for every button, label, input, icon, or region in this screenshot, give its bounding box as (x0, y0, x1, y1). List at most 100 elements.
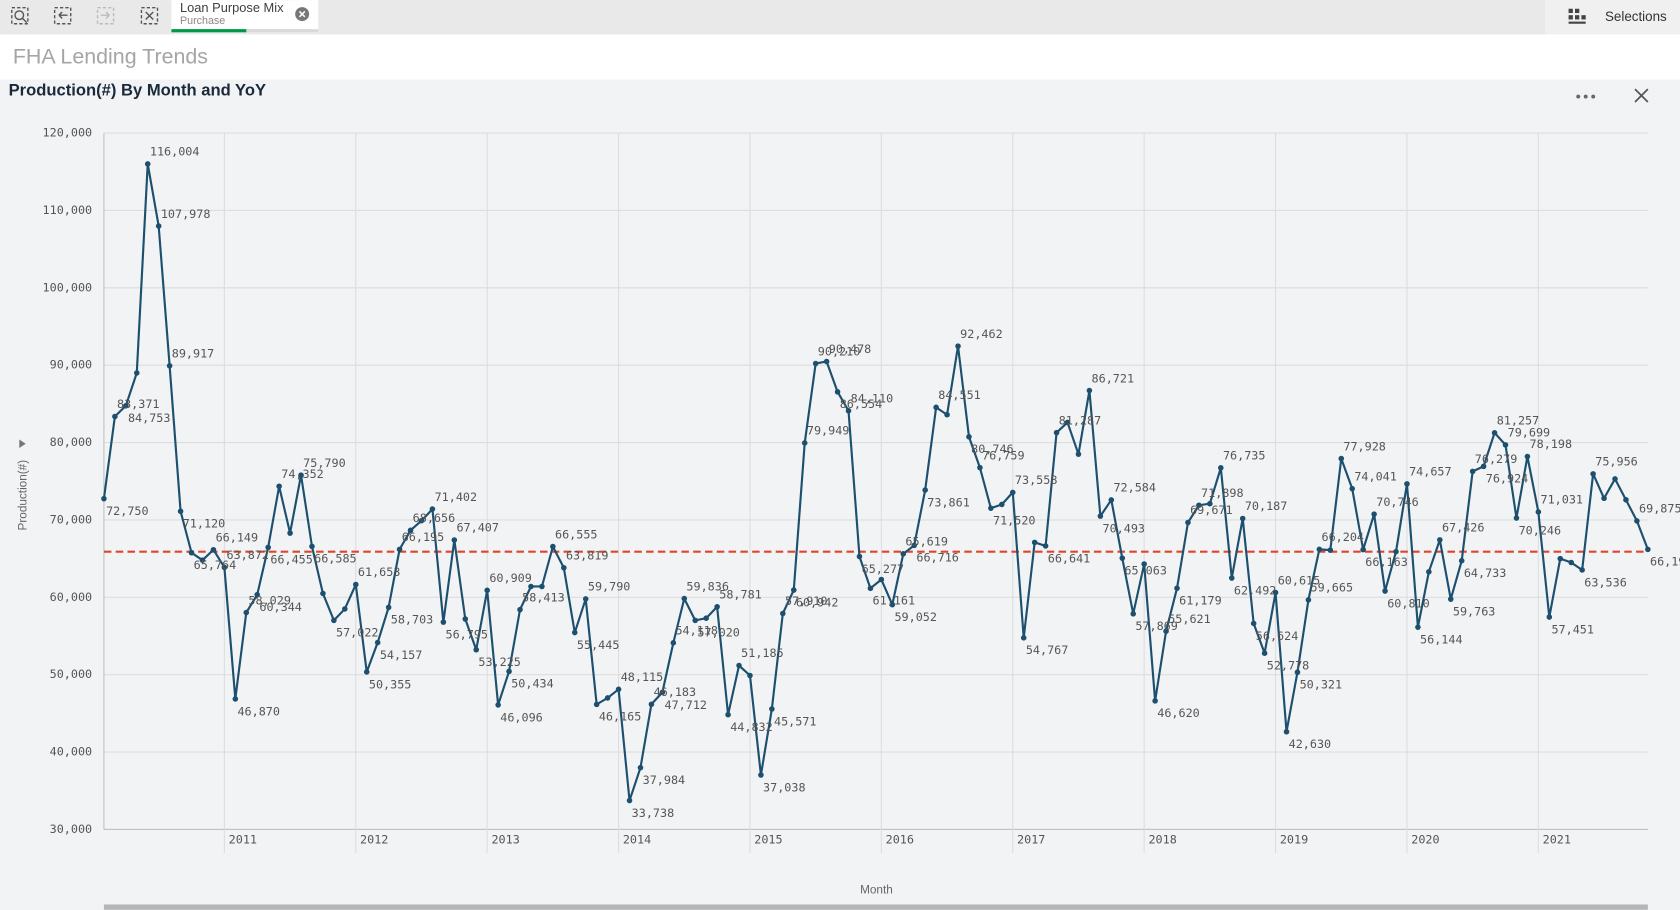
data-point (1360, 546, 1366, 553)
x-tick-label: 2020 (1411, 833, 1439, 847)
data-label: 60,615 (1278, 573, 1321, 587)
data-point (1469, 468, 1476, 475)
data-label: 54,157 (380, 648, 423, 662)
data-point (123, 402, 129, 409)
data-label: 50,321 (1300, 678, 1343, 692)
close-chart[interactable] (1634, 88, 1649, 103)
data-label: 84,753 (128, 411, 171, 425)
clear-selections-icon[interactable] (140, 6, 159, 25)
smart-search-icon[interactable] (11, 6, 29, 25)
tab-title: Loan Purpose Mix (180, 0, 284, 15)
data-point (1042, 543, 1049, 549)
scrollbar[interactable] (103, 904, 1648, 910)
data-label: 50,355 (369, 677, 412, 691)
y-tick-label: 90,000 (50, 358, 93, 372)
data-label: 66,204 (1322, 530, 1365, 544)
data-label: 58,413 (522, 590, 565, 604)
data-point (1437, 537, 1443, 543)
data-label: 56,624 (1256, 629, 1299, 643)
data-label: 66,195 (1650, 555, 1680, 569)
data-label: 65,063 (1124, 564, 1167, 578)
data-label: 83,371 (117, 397, 160, 411)
data-label: 86,721 (1092, 371, 1135, 385)
data-point (101, 495, 107, 502)
data-point (1053, 429, 1060, 436)
data-label: 58,781 (719, 587, 762, 601)
data-label: 45,571 (774, 714, 817, 728)
data-label: 76,279 (1475, 452, 1518, 466)
data-label: 67,426 (1442, 521, 1485, 535)
data-point (1393, 548, 1399, 555)
data-label: 89,917 (172, 347, 215, 361)
data-point (1371, 511, 1377, 517)
data-label: 54,118 (675, 624, 718, 638)
x-tick-label: 2013 (491, 833, 519, 847)
data-point (232, 696, 239, 702)
data-label: 71,120 (183, 517, 226, 531)
more-menu[interactable] (1576, 94, 1596, 99)
data-point (615, 686, 622, 693)
data-point (265, 544, 271, 551)
data-point (418, 517, 425, 524)
data-point (1141, 561, 1147, 567)
data-label: 72,750 (106, 504, 149, 518)
y-tick-label: 110,000 (43, 203, 93, 217)
data-point (473, 646, 480, 653)
data-point (1305, 597, 1312, 603)
data-point (539, 583, 545, 590)
data-point (320, 590, 326, 597)
x-tick-label: 2011 (229, 833, 257, 847)
data-point (133, 370, 140, 376)
data-point (1524, 453, 1531, 460)
data-label: 57,020 (697, 626, 740, 640)
data-point (1601, 495, 1607, 502)
selection-tab[interactable]: Loan Purpose Mix Purchase (171, 0, 319, 33)
step-back-icon[interactable] (53, 6, 72, 25)
data-label: 66,149 (216, 530, 259, 544)
data-label: 57,022 (336, 626, 379, 640)
data-point (736, 662, 742, 669)
data-label: 77,928 (1343, 439, 1386, 453)
data-point (396, 546, 403, 553)
data-point (1382, 588, 1388, 594)
data-label: 66,195 (402, 530, 445, 544)
data-label: 61,179 (1179, 594, 1222, 608)
data-point (177, 508, 184, 515)
data-label: 71,402 (435, 490, 478, 504)
data-point (1174, 585, 1180, 591)
data-point (1272, 589, 1279, 596)
data-label: 37,038 (763, 780, 806, 794)
data-label: 66,555 (555, 527, 598, 541)
data-label: 74,352 (281, 467, 324, 481)
selections-label[interactable]: Selections (1605, 9, 1667, 24)
data-point (1163, 628, 1169, 634)
data-label: 70,187 (1245, 499, 1288, 513)
data-point (1196, 502, 1202, 509)
data-point (309, 543, 315, 550)
data-point (966, 434, 972, 440)
x-tick-label: 2014 (623, 833, 651, 847)
data-point (1031, 539, 1038, 546)
data-point (1415, 624, 1421, 630)
data-point (1568, 559, 1574, 566)
data-label: 70,246 (1519, 523, 1562, 537)
data-point (1119, 555, 1126, 561)
data-point (385, 604, 392, 611)
data-point (1502, 442, 1509, 448)
y-tick-label: 60,000 (50, 590, 93, 604)
data-point (812, 360, 819, 367)
data-point (1513, 515, 1520, 521)
data-label: 59,052 (894, 610, 937, 624)
data-label: 73,861 (927, 495, 970, 509)
data-point (1404, 481, 1410, 487)
data-point (352, 581, 359, 588)
data-point (363, 669, 370, 675)
step-forward-icon[interactable] (96, 6, 115, 25)
data-point (429, 506, 436, 512)
selections-button[interactable] (1545, 0, 1680, 35)
data-label: 62,492 (1234, 583, 1277, 597)
data-label: 60,810 (1387, 596, 1430, 610)
data-label: 70,746 (1376, 495, 1419, 509)
axis-toggle[interactable] (19, 439, 26, 449)
data-point (210, 546, 217, 553)
